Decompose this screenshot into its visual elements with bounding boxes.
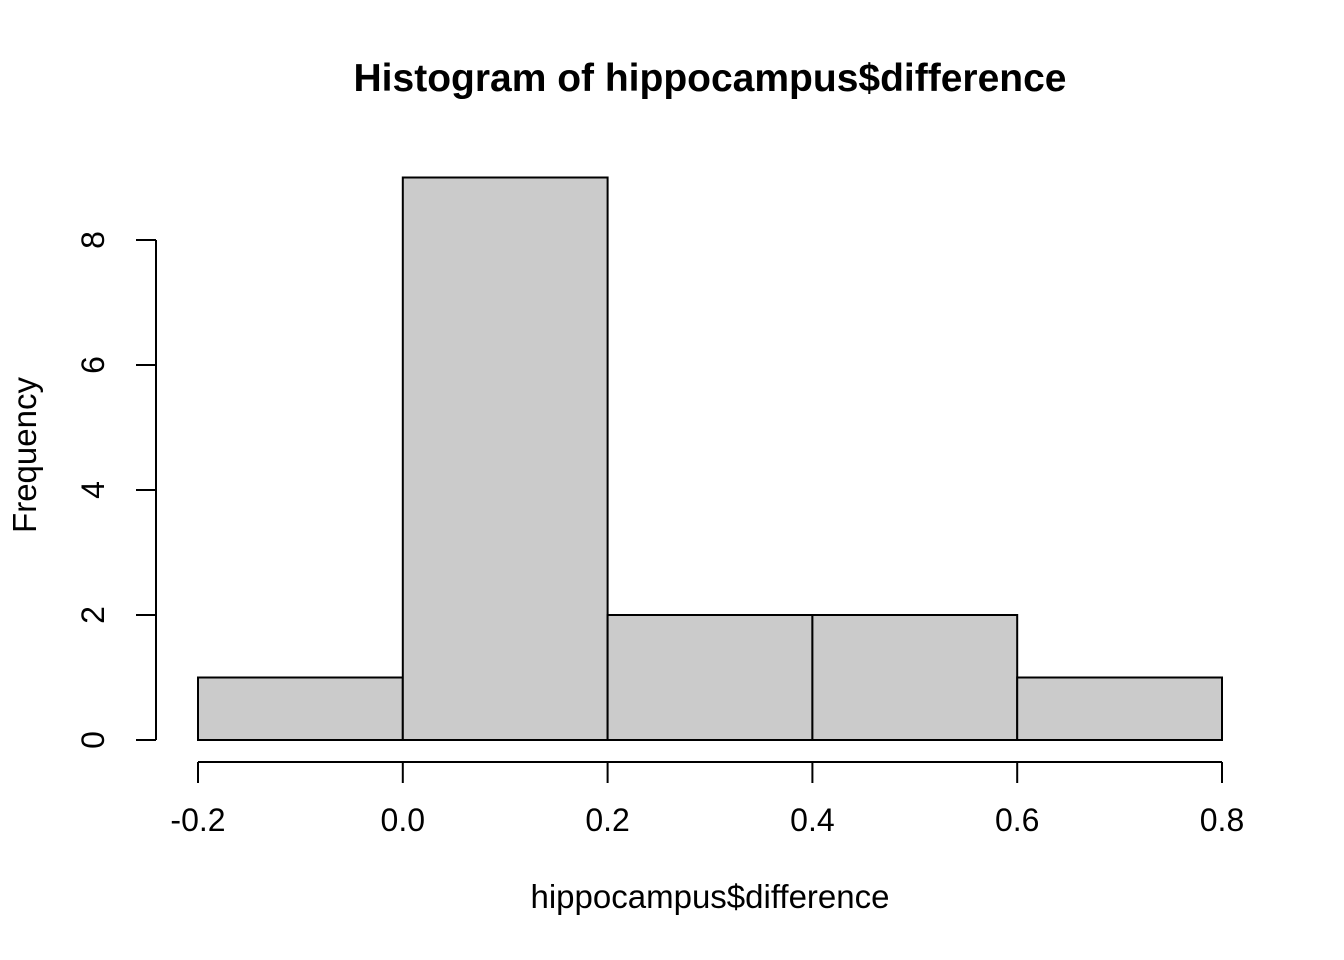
histogram-bar [401,176,609,741]
x-tick-label: 0.6 [995,802,1039,838]
x-tick-label: 0.4 [790,802,834,838]
x-tick-label: 0.0 [381,802,425,838]
histogram-bar [197,676,404,741]
y-tick-label: 4 [75,481,111,499]
x-tick-label: -0.2 [170,802,225,838]
y-tick-label: 0 [75,731,111,749]
y-tick-label: 8 [75,231,111,249]
y-tick-label: 2 [75,606,111,624]
histogram-bar [1016,676,1224,741]
bars-group [197,176,1224,741]
y-tick-label: 6 [75,356,111,374]
x-tick-label: 0.2 [585,802,629,838]
chart-title: Histogram of hippocampus$difference [354,57,1067,100]
x-axis-label: hippocampus$difference [531,878,890,915]
histogram-bar [606,614,814,741]
x-tick-label: 0.8 [1200,802,1244,838]
y-axis-label: Frequency [6,377,43,533]
axes-group: 0 2 4 6 8 -0.2 0.0 0.2 0.4 0.6 0.8 [75,231,1244,838]
histogram-bar [811,614,1019,741]
